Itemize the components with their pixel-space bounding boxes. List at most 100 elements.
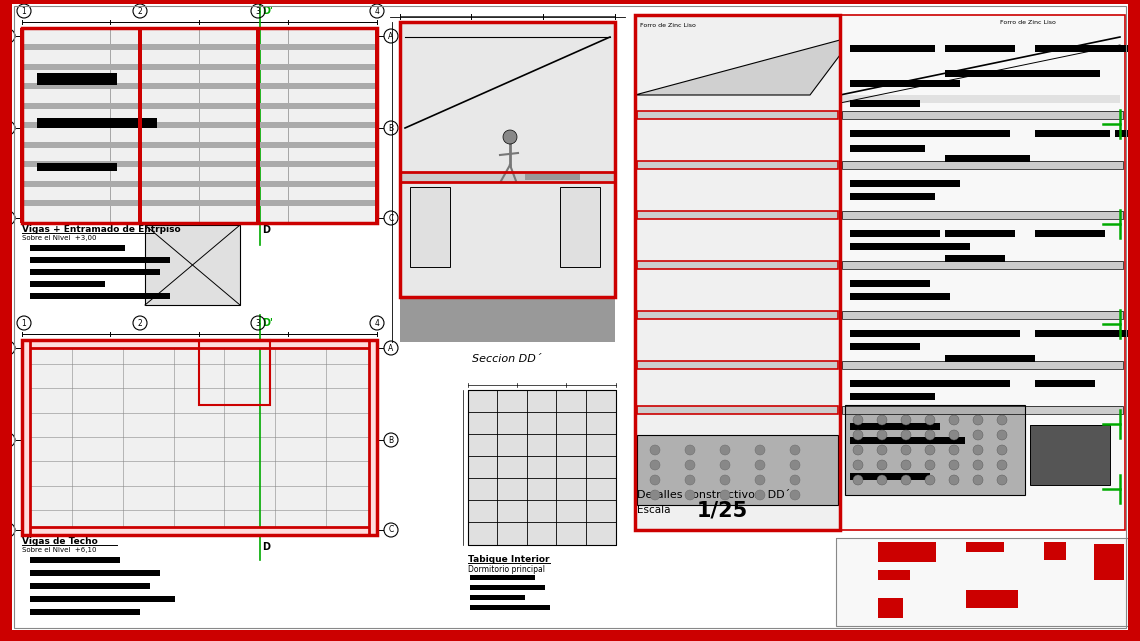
Circle shape [877, 475, 887, 485]
Bar [840, 95, 1119, 103]
Text: 2: 2 [138, 6, 142, 15]
Bar [24, 142, 375, 148]
Bar [836, 538, 1130, 626]
Circle shape [853, 415, 863, 425]
Bar [369, 340, 377, 535]
Bar [850, 437, 964, 444]
Bar [470, 575, 535, 580]
Bar [878, 570, 910, 580]
Bar [1035, 45, 1115, 52]
Bar [637, 435, 838, 505]
Bar [635, 15, 840, 530]
Circle shape [901, 445, 911, 455]
Circle shape [755, 490, 765, 500]
Bar [1115, 330, 1140, 337]
Circle shape [685, 445, 695, 455]
Bar [400, 172, 614, 182]
Bar [400, 172, 614, 182]
Circle shape [998, 415, 1007, 425]
Circle shape [901, 415, 911, 425]
Bar [842, 361, 1123, 369]
Text: B: B [6, 435, 10, 444]
Bar [637, 211, 838, 219]
Bar [637, 406, 838, 414]
Bar [842, 161, 1123, 169]
Circle shape [901, 430, 911, 440]
Bar [637, 111, 838, 119]
Bar [637, 311, 838, 319]
Bar [200, 340, 270, 405]
Circle shape [720, 475, 730, 485]
Text: 1/25: 1/25 [697, 500, 748, 520]
Bar [400, 22, 614, 297]
Bar [945, 355, 1035, 362]
Bar [1035, 380, 1096, 387]
Bar [850, 180, 960, 187]
Bar [30, 596, 176, 602]
Bar [966, 590, 1018, 608]
Circle shape [755, 475, 765, 485]
Bar [850, 423, 940, 430]
Bar [945, 230, 1015, 237]
Circle shape [948, 415, 959, 425]
Bar [22, 340, 30, 535]
Bar [850, 293, 950, 300]
Circle shape [925, 475, 935, 485]
Text: 3: 3 [255, 319, 260, 328]
Bar [842, 261, 1123, 269]
Bar [637, 111, 838, 119]
Bar [1115, 45, 1140, 52]
Bar [0, 0, 13, 641]
Circle shape [853, 460, 863, 470]
Bar [850, 343, 920, 350]
Bar [1044, 542, 1066, 560]
Bar [637, 361, 838, 369]
Bar [840, 15, 1125, 530]
Text: 4: 4 [375, 6, 380, 15]
Circle shape [720, 460, 730, 470]
Text: B: B [6, 124, 10, 133]
Circle shape [790, 475, 800, 485]
Circle shape [925, 445, 935, 455]
Text: D': D' [262, 6, 272, 16]
Bar [850, 243, 970, 250]
Bar [256, 28, 260, 223]
Circle shape [790, 490, 800, 500]
Bar [24, 122, 375, 128]
Bar [842, 111, 1123, 119]
Bar [945, 70, 1035, 77]
Bar [30, 583, 150, 589]
Bar [36, 163, 117, 171]
Bar [637, 261, 838, 269]
Text: A: A [389, 31, 393, 40]
Bar [145, 225, 241, 305]
Bar [21, 28, 24, 223]
Bar [842, 261, 1123, 269]
Bar [30, 245, 125, 251]
Bar [635, 15, 840, 530]
Bar [375, 28, 378, 223]
Text: Fo: Fo [1093, 541, 1100, 546]
Bar [850, 145, 925, 152]
Bar [145, 225, 241, 305]
Circle shape [998, 445, 1007, 455]
Text: 3: 3 [255, 6, 260, 15]
Circle shape [974, 430, 983, 440]
Bar [842, 111, 1123, 119]
Bar [1031, 425, 1110, 485]
Bar [850, 330, 945, 337]
Bar [1035, 330, 1115, 337]
Bar [850, 473, 930, 480]
Bar [850, 100, 920, 107]
Text: Escala: Escala [637, 505, 670, 515]
Circle shape [755, 460, 765, 470]
Bar [22, 28, 377, 223]
Bar [1127, 0, 1140, 641]
Bar [840, 15, 1125, 530]
Text: Vigas de Techo: Vigas de Techo [22, 537, 98, 546]
Text: 4: 4 [375, 319, 380, 328]
Bar [0, 0, 1140, 4]
Text: 1: 1 [22, 319, 26, 328]
Circle shape [853, 430, 863, 440]
Text: Forro de Zinc Liso: Forro de Zinc Liso [1000, 20, 1056, 25]
